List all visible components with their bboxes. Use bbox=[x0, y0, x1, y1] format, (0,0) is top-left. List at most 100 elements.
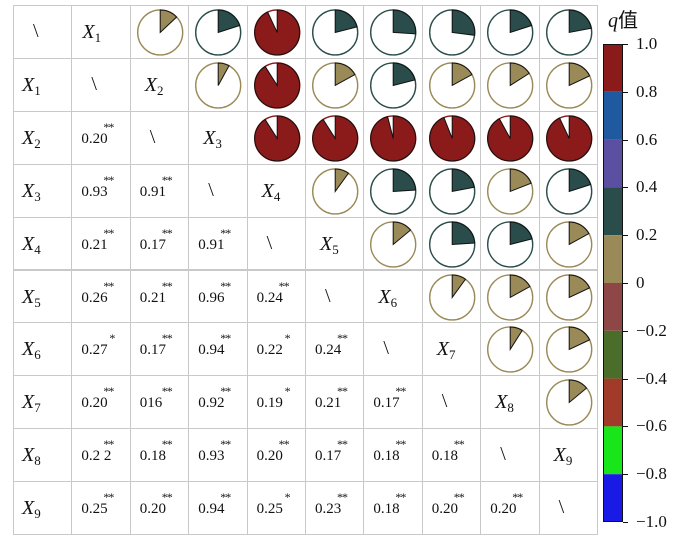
pie-slice bbox=[253, 115, 300, 162]
q-value: 0.17 bbox=[139, 342, 167, 359]
q-value: 0.94 bbox=[198, 342, 225, 359]
q-value: 0.25 bbox=[256, 501, 283, 518]
significance-stars: ** bbox=[337, 437, 348, 452]
pie-cell bbox=[538, 163, 598, 218]
row-header: X9 bbox=[13, 481, 73, 535]
significance-stars: ** bbox=[220, 490, 231, 505]
diagonal-label: X4 bbox=[22, 232, 41, 257]
row-header: X2 bbox=[13, 110, 73, 165]
colorbar-tick-label: 0 bbox=[636, 273, 645, 292]
q-value: 0.25 bbox=[81, 501, 108, 518]
diagonal-cell: X3 bbox=[188, 110, 248, 165]
pie-slice bbox=[509, 62, 531, 87]
pie-slice bbox=[334, 168, 350, 193]
q-value: 0.20 bbox=[431, 501, 459, 518]
pie-slice bbox=[253, 62, 300, 109]
q-value: 016 bbox=[139, 395, 163, 412]
colorbar-band bbox=[603, 474, 623, 522]
pie-slice bbox=[487, 115, 534, 162]
q-value: 0.18 bbox=[139, 448, 167, 465]
pie-slice bbox=[451, 221, 475, 245]
pie-slice bbox=[568, 9, 592, 34]
diagonal-cell: X6 bbox=[363, 269, 423, 324]
diagonal-label: X1 bbox=[22, 73, 41, 98]
pie-slice bbox=[568, 168, 591, 192]
colorbar-tick-mark bbox=[623, 139, 628, 141]
q-value: 0.21 bbox=[81, 236, 108, 253]
pie-cell bbox=[480, 269, 540, 324]
q-value: 0.93 bbox=[198, 448, 225, 465]
q-value: 0.26 bbox=[81, 289, 108, 306]
significance-stars: ** bbox=[103, 119, 114, 134]
value-cell: 0.20 ** bbox=[480, 481, 540, 535]
significance-stars: ** bbox=[220, 437, 231, 452]
diagonal-label: X1 bbox=[82, 21, 102, 45]
significance-stars: ** bbox=[161, 225, 173, 240]
colorbar-tick-label: 0.8 bbox=[636, 81, 658, 101]
value-cell: 0.20 ** bbox=[246, 428, 306, 483]
pie-slice bbox=[429, 115, 475, 162]
diagonal-cell: X5 bbox=[305, 216, 365, 271]
colorbar-title: q值 bbox=[608, 10, 638, 32]
pie-slice bbox=[393, 168, 417, 192]
q-value: 0.17 bbox=[373, 395, 400, 412]
pie-cell bbox=[363, 110, 423, 165]
diagonal-label: X5 bbox=[22, 285, 41, 310]
q-value: 0.93 bbox=[81, 183, 108, 200]
colorbar-band bbox=[603, 426, 623, 475]
value-cell: 0.21 ** bbox=[71, 216, 131, 271]
colorbar-tick-label: −0.8 bbox=[636, 464, 667, 484]
corner-slash: \ bbox=[149, 125, 156, 148]
significance-stars: ** bbox=[220, 225, 231, 240]
diagonal-label: X3 bbox=[203, 126, 222, 151]
significance-stars: ** bbox=[161, 331, 173, 346]
significance-stars: ** bbox=[161, 490, 173, 505]
significance-stars: ** bbox=[337, 384, 348, 399]
diagonal-cell: \ bbox=[480, 428, 540, 483]
q-value: 0.24 bbox=[256, 289, 283, 306]
pie-cell bbox=[305, 110, 365, 165]
pie-slice bbox=[393, 9, 417, 35]
diagonal-cell: X8 bbox=[480, 375, 540, 430]
value-cell: 0.17 ** bbox=[305, 428, 365, 483]
pie-slice bbox=[159, 9, 178, 34]
pie-slice bbox=[393, 62, 416, 86]
value-cell: 0.26 ** bbox=[71, 269, 131, 324]
pie-slice bbox=[217, 62, 230, 86]
q-value: 0.21 bbox=[139, 289, 167, 306]
q-value: 0.92 bbox=[198, 395, 225, 412]
value-cell: 0.18 ** bbox=[363, 481, 423, 535]
corner-slash: \ bbox=[383, 337, 389, 360]
pie-slice bbox=[451, 62, 473, 87]
colorbar-tick-mark bbox=[623, 283, 628, 284]
pie-slice bbox=[451, 273, 466, 299]
q-value: 0.20 bbox=[490, 501, 517, 518]
colorbar-tick-mark bbox=[623, 91, 628, 93]
row-header: X3 bbox=[13, 163, 73, 218]
significance-stars: ** bbox=[220, 331, 231, 346]
pie-slice bbox=[509, 326, 524, 352]
diagonal-label: X5 bbox=[320, 232, 339, 257]
pie-slice bbox=[253, 9, 300, 56]
value-cell: 0.25 * bbox=[246, 481, 306, 535]
value-cell: 0.23 ** bbox=[305, 481, 365, 535]
pie-cell bbox=[480, 5, 540, 59]
pie-slice bbox=[370, 115, 417, 162]
pie-slice bbox=[334, 62, 356, 87]
pie-cell bbox=[421, 163, 482, 218]
value-cell: 0.17 ** bbox=[363, 375, 423, 430]
significance-stars: ** bbox=[395, 384, 406, 399]
value-cell: 0.17 ** bbox=[129, 322, 190, 377]
pie-cell bbox=[246, 110, 306, 165]
q-value: 0.24 bbox=[315, 342, 342, 359]
corner-slash: \ bbox=[266, 231, 273, 254]
diagonal-label: X4 bbox=[261, 179, 281, 204]
q-value: 0.96 bbox=[198, 289, 225, 306]
value-cell: 0.20 ** bbox=[71, 110, 131, 165]
pie-slice bbox=[509, 9, 533, 34]
value-cell: 0.96 ** bbox=[188, 269, 248, 324]
colorbar-tick-mark bbox=[623, 187, 628, 189]
value-cell: 0.18 ** bbox=[421, 428, 482, 483]
pie-cell bbox=[480, 110, 540, 165]
diagonal-cell: \ bbox=[71, 57, 131, 112]
